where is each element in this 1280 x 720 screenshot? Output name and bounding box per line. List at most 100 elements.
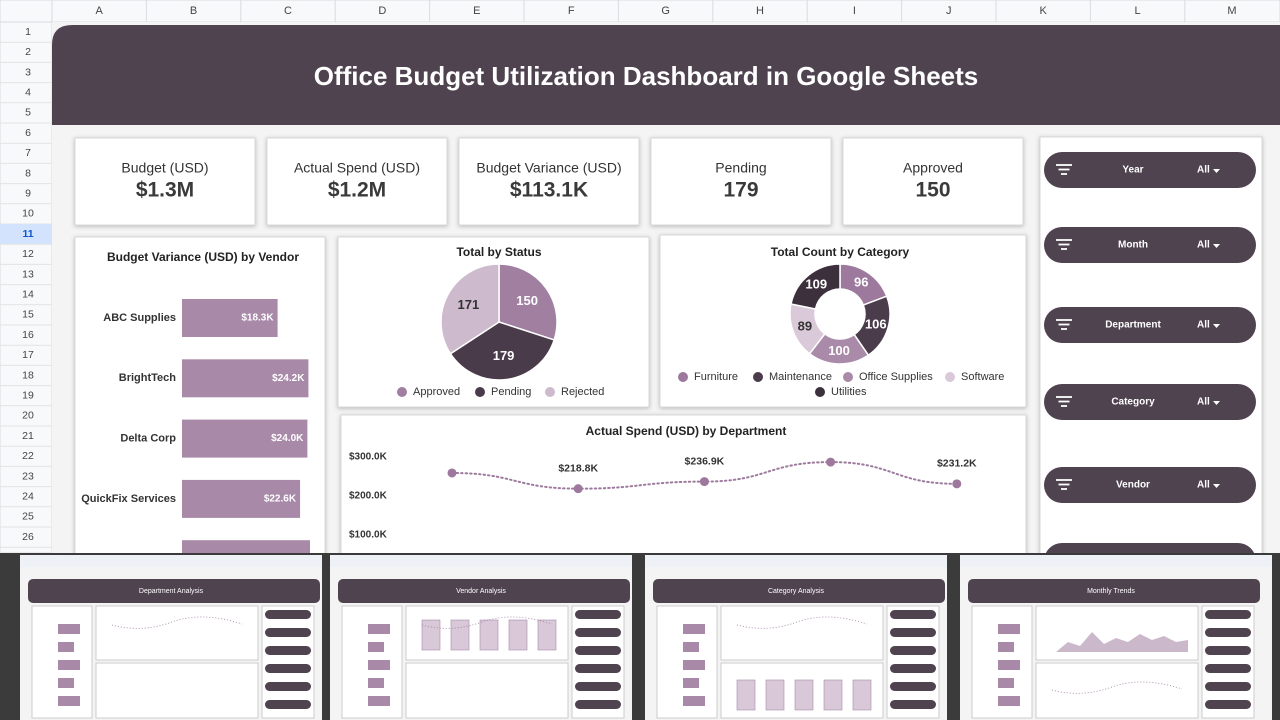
- row-header: 18: [22, 369, 34, 381]
- thumbnail-bar: [58, 660, 80, 670]
- legend-swatch: [475, 387, 485, 397]
- thumbnail-column: [508, 619, 528, 651]
- thumbnail-slicer: [575, 664, 621, 673]
- chart-title: Total by Status: [456, 245, 541, 259]
- category-chart: Total Count by Category 96 106 100 89 109 Furn…: [678, 245, 1004, 398]
- thumbnail-card: [720, 605, 884, 661]
- kpi-label: Pending: [715, 160, 766, 176]
- row-header: 4: [25, 86, 31, 98]
- thumbnail-slicer: [890, 646, 936, 655]
- column-header: C: [284, 5, 292, 17]
- line-point: [447, 468, 457, 478]
- thumbnail-toolbar: [645, 555, 947, 567]
- bar-value-label: $24.2K: [272, 373, 305, 384]
- legend-label: Maintenance: [769, 371, 832, 383]
- slicer: Year All: [1044, 152, 1256, 188]
- slicer-pill: [1044, 152, 1256, 188]
- bar-category-label: Delta Corp: [120, 433, 176, 445]
- slice: [449, 321, 556, 381]
- slice: [440, 263, 500, 355]
- vendor-chart: Budget Variance (USD) by Vendor ABC Suppl…: [81, 250, 310, 553]
- row-header: 10: [22, 208, 34, 220]
- thumbnail-slicer: [1205, 610, 1251, 619]
- thumbnail-bar: [58, 624, 80, 634]
- kpi-value: 179: [723, 179, 758, 202]
- thumbnail-slicer: [575, 610, 621, 619]
- thumbnail-bar: [683, 642, 699, 652]
- legend-label: Office Supplies: [859, 371, 933, 383]
- slicer-pill: [1044, 467, 1256, 503]
- thumbnail-bar: [58, 642, 74, 652]
- kpi-card: Actual Spend (USD) $1.2M: [266, 137, 448, 226]
- thumbnail-column: [823, 679, 843, 711]
- line-point: [826, 457, 836, 467]
- kpi-card-box: [266, 137, 448, 226]
- kpi-label: Budget Variance (USD): [476, 160, 621, 176]
- bar-category-label: BrightTech: [119, 372, 177, 384]
- chart-title: Budget Variance (USD) by Vendor: [107, 250, 299, 264]
- slicer-value: All: [1197, 165, 1210, 176]
- thumbnail-slicer: [265, 610, 311, 619]
- chart-title: Actual Spend (USD) by Department: [586, 424, 787, 438]
- slicer: Department All: [1044, 307, 1256, 343]
- kpi-card: Approved 150: [842, 137, 1024, 226]
- slicer-label: Category: [1111, 397, 1155, 408]
- thumbnail-column: [736, 679, 756, 711]
- thumbnail-slicer: [265, 664, 311, 673]
- row-header: 1: [25, 26, 31, 38]
- thumbnail-bar: [368, 660, 390, 670]
- slice: [790, 263, 841, 310]
- thumbnail-title: Monthly Trends: [1087, 588, 1135, 595]
- legend-swatch: [545, 387, 555, 397]
- thumbnail-slicer: [890, 700, 936, 709]
- thumbnail-bar: [58, 678, 74, 688]
- dropdown-caret: [1213, 484, 1220, 488]
- bar-value-label: $24.0K: [271, 433, 304, 444]
- column-header: L: [1135, 5, 1141, 17]
- y-tick-label: $200.0K: [349, 491, 388, 502]
- y-tick-label: $100.0K: [349, 530, 388, 541]
- title-banner: [52, 25, 1280, 125]
- thumbnail-bar: [998, 642, 1014, 652]
- line-point: [699, 477, 709, 487]
- slice-value-label: 109: [805, 276, 827, 291]
- legend-swatch: [843, 372, 853, 382]
- point-value-label: $231.2K: [937, 458, 977, 470]
- thumbnail-bar: [683, 660, 705, 670]
- dashboard-thumbnail: Category Analysis: [645, 555, 947, 720]
- thumbnail-column: [794, 679, 814, 711]
- thumbnail-card: [405, 662, 569, 719]
- thumbnail-slicer: [1205, 700, 1251, 709]
- row-header: 26: [22, 531, 34, 543]
- row-header: 7: [25, 147, 31, 159]
- column-header: F: [568, 5, 575, 17]
- bar-category-label: QuickFix Services: [81, 493, 176, 505]
- slicer-pill: [1044, 307, 1256, 343]
- thumbnail-slicer: [1205, 628, 1251, 637]
- status-chart: Total by Status 150 179 171 Approved Pending R…: [397, 245, 604, 398]
- column-header: B: [190, 5, 197, 17]
- thumbnail-toolbar: [960, 555, 1272, 567]
- slicer-pill: [1044, 384, 1256, 420]
- thumbnail-column: [479, 619, 499, 651]
- thumbnail-slicer: [890, 682, 936, 691]
- thumbnail-card: [95, 605, 259, 661]
- slicer-value: All: [1197, 397, 1210, 408]
- thumbnail-slicer: [575, 682, 621, 691]
- thumbnail-title: Vendor Analysis: [456, 588, 506, 595]
- legend-swatch: [815, 387, 825, 397]
- thumbnail-column: [421, 619, 441, 651]
- dropdown-caret: [1213, 324, 1220, 328]
- column-header: E: [473, 5, 480, 17]
- column-header: K: [1040, 5, 1048, 17]
- thumbnail-bar: [58, 696, 80, 706]
- legend-label: Pending: [491, 386, 531, 398]
- dashboard-thumbnail: Department Analysis: [20, 555, 322, 720]
- thumbnail-bar: [683, 696, 705, 706]
- dashboard-title: Office Budget Utilization Dashboard in G…: [314, 61, 979, 91]
- dropdown-caret: [1213, 169, 1220, 173]
- kpi-label: Actual Spend (USD): [294, 160, 420, 176]
- thumbnail-bar: [998, 660, 1020, 670]
